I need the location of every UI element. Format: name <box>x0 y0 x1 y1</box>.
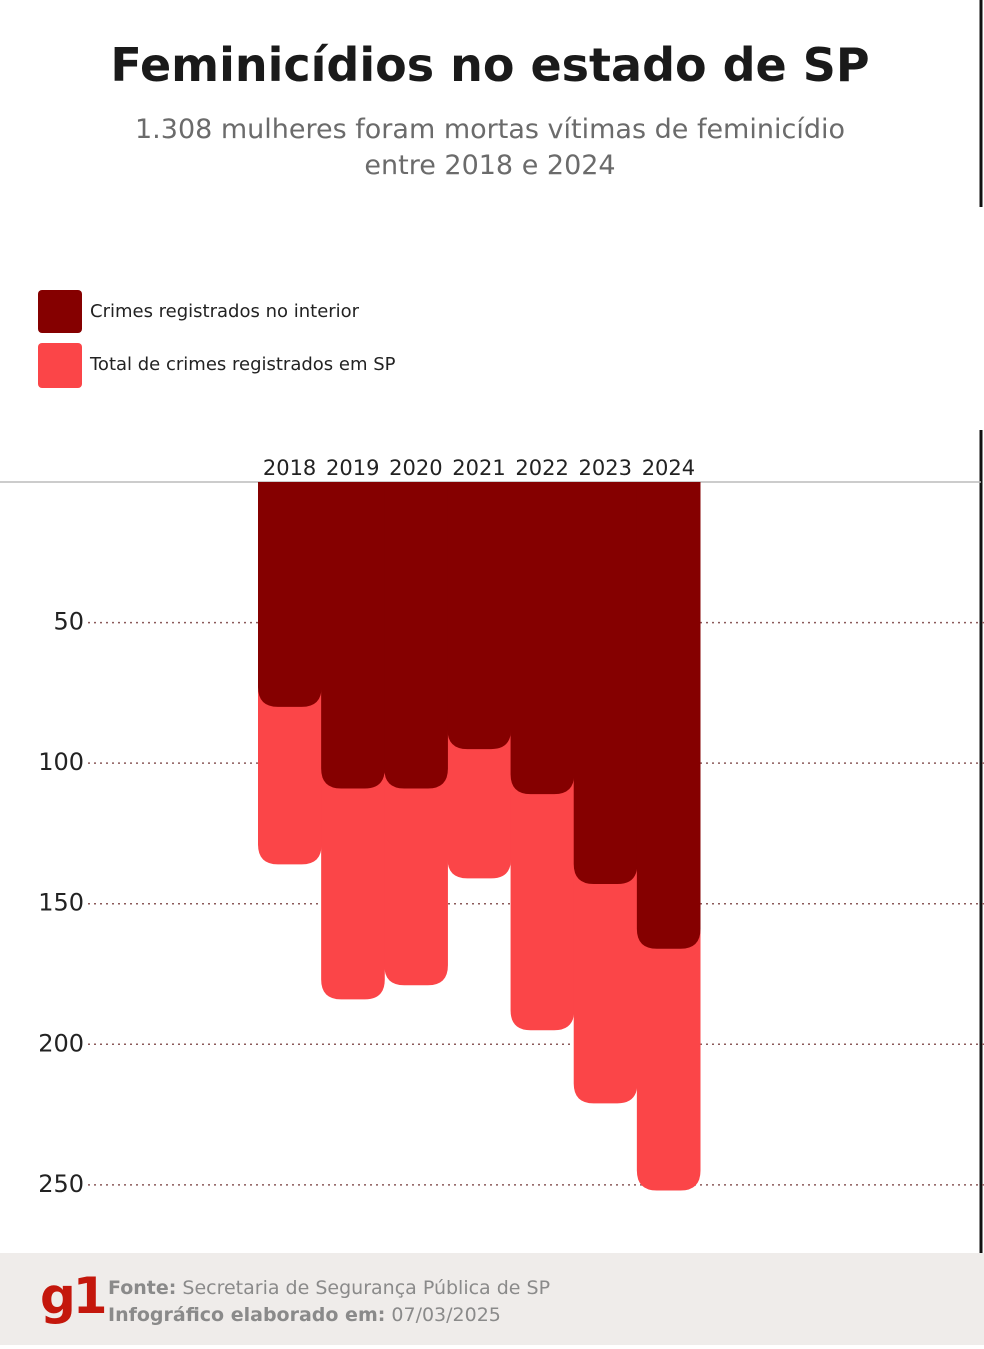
legend-label: Crimes registrados no interior <box>90 301 360 322</box>
bar <box>384 482 448 789</box>
legend-swatch <box>38 343 82 388</box>
date: 07/03/2025 <box>391 1304 501 1326</box>
y-tick-label: 100 <box>38 748 84 776</box>
x-tick-label: 2021 <box>452 456 505 480</box>
bar <box>636 482 701 949</box>
y-tick-label: 250 <box>38 1170 84 1198</box>
x-tick-label: 2018 <box>263 456 316 480</box>
source-line: Fonte: Secretaria de Segurança Pública d… <box>108 1277 550 1299</box>
legend-label: Total de crimes registrados em SP <box>89 354 396 375</box>
y-tick-label: 200 <box>38 1029 84 1057</box>
logo: g1 <box>40 1267 108 1325</box>
source-label: Fonte: <box>108 1277 177 1299</box>
date-line: Infográfico elaborado em: 07/03/2025 <box>108 1304 501 1326</box>
y-tick-label: 50 <box>53 608 84 636</box>
source: Secretaria de Segurança Pública de SP <box>182 1277 551 1299</box>
legend-swatch <box>38 290 82 333</box>
bar <box>321 482 385 789</box>
x-tick-label: 2019 <box>326 456 379 480</box>
chart-title: Feminicídios no estado de SP <box>110 38 870 92</box>
bar <box>258 482 322 707</box>
x-tick-label: 2020 <box>389 456 442 480</box>
date-label: Infográfico elaborado em: <box>108 1304 386 1326</box>
x-tick-label: 2023 <box>579 456 632 480</box>
footer: g1 Fonte: Secretaria de Segurança Públic… <box>0 1253 984 1345</box>
x-tick-label: 2024 <box>642 456 695 480</box>
bar <box>447 482 512 750</box>
chart-subtitle: 1.308 mulheres foram mortas vítimas de f… <box>135 114 845 181</box>
bar <box>573 482 638 885</box>
x-tick-label: 2022 <box>515 456 568 480</box>
y-tick-label: 150 <box>38 889 84 917</box>
bar <box>510 482 575 795</box>
